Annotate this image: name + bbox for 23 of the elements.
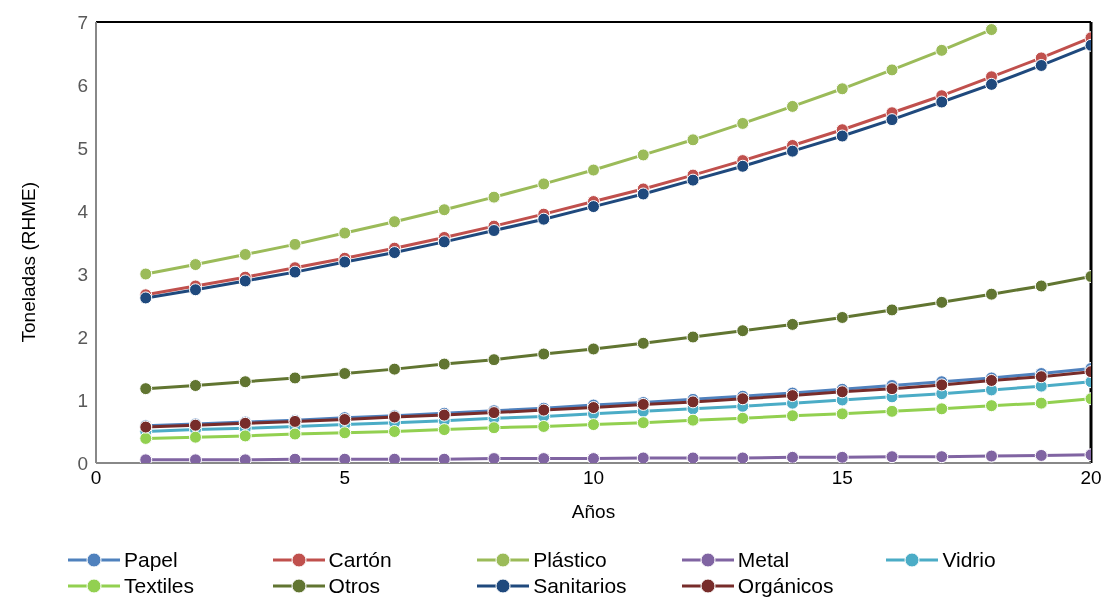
legend-label: Plástico bbox=[533, 548, 607, 572]
x-tick-label: 5 bbox=[339, 467, 351, 489]
x-tick-label: 10 bbox=[582, 467, 605, 489]
legend-label: Otros bbox=[328, 574, 380, 598]
y-tick-label: 0 bbox=[77, 452, 88, 474]
legend-label: Cartón bbox=[328, 548, 392, 572]
legend-label: Papel bbox=[124, 548, 178, 572]
x-tick-label: 20 bbox=[1080, 467, 1102, 489]
y-tick-label: 6 bbox=[77, 74, 88, 96]
y-tick-label: 1 bbox=[77, 389, 88, 411]
legend-label: Metal bbox=[737, 548, 790, 572]
legend-label: Sanitarios bbox=[533, 574, 627, 598]
y-tick-label: 5 bbox=[77, 137, 88, 159]
y-tick-label: 4 bbox=[77, 200, 89, 222]
y-tick-label: 3 bbox=[77, 263, 88, 285]
legend-label: Textiles bbox=[124, 574, 195, 598]
x-tick-label: 15 bbox=[831, 467, 853, 489]
legend-label: Orgánicos bbox=[737, 574, 834, 598]
x-axis-title: Años bbox=[571, 501, 616, 522]
y-tick-label: 7 bbox=[77, 11, 88, 33]
y-tick-label: 2 bbox=[77, 326, 88, 348]
y-axis-title: Toneladas (RHME) bbox=[17, 182, 39, 343]
legend-label: Vidrio bbox=[942, 548, 996, 572]
